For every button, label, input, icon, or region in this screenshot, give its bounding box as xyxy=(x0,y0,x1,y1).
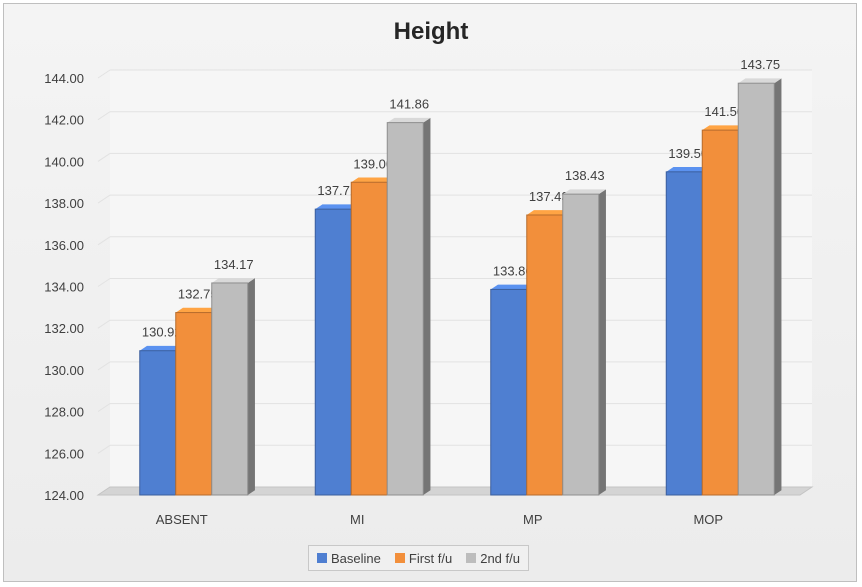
legend-label-baseline: Baseline xyxy=(331,550,381,566)
legend-label-first-fu: First f/u xyxy=(408,550,453,566)
bar-top-absent-baseline xyxy=(139,345,183,351)
gridline-depth-130-00 xyxy=(97,361,111,371)
gridline-depth-134-00 xyxy=(97,278,111,287)
bar-absent-baseline xyxy=(139,350,177,496)
data-label-mp-baseline: 133.86 xyxy=(493,263,533,278)
bar-absent-2nd-f-u xyxy=(211,282,249,496)
y-tick-label: 134.00 xyxy=(44,280,84,295)
chart-title: Height xyxy=(393,18,469,45)
y-tick-label: 124.00 xyxy=(44,488,84,503)
gridline-depth-138-00 xyxy=(97,194,111,204)
gridline-depth-136-00 xyxy=(97,236,111,246)
gridline-depth-132-00 xyxy=(97,319,111,329)
y-tick-label: 138.00 xyxy=(44,196,84,211)
bar-top-mp-baseline xyxy=(490,284,534,290)
legend-item-2nd-fu: 2nd f/u xyxy=(466,551,520,566)
bar-mp-2nd-f-u xyxy=(562,193,600,496)
data-label-mop-baseline: 139.50 xyxy=(668,146,708,161)
bar-mi-first-f-u xyxy=(350,181,388,496)
data-label-mi-2nd-f-u: 141.86 xyxy=(389,97,429,112)
bar-mi-2nd-f-u xyxy=(386,122,424,496)
y-tick-label: 132.00 xyxy=(44,321,84,336)
bar-top-mi-2nd-f-u xyxy=(387,117,431,123)
bar-mop-2nd-f-u xyxy=(737,82,775,496)
bar-mop-baseline xyxy=(665,171,703,496)
bar-mp-baseline xyxy=(490,288,528,496)
data-label-mi-baseline: 137.71 xyxy=(317,183,357,198)
legend-swatch-first-fu xyxy=(394,553,405,563)
bar-side-mi-2nd-f-u xyxy=(423,117,431,495)
y-tick-label: 130.00 xyxy=(44,363,84,378)
bar-top-mop-first-f-u xyxy=(702,125,746,131)
y-tick-label: 128.00 xyxy=(44,405,84,420)
legend-label-2nd-fu: 2nd f/u xyxy=(480,550,520,566)
data-label-mp-first-f-u: 137.43 xyxy=(529,189,569,204)
bar-absent-first-f-u xyxy=(175,312,213,496)
bar-side-absent-2nd-f-u xyxy=(247,278,255,495)
bar-top-absent-2nd-f-u xyxy=(211,278,255,283)
legend-item-baseline: Baseline xyxy=(317,551,381,566)
data-label-absent-2nd-f-u: 134.17 xyxy=(214,257,254,272)
bar-side-mp-2nd-f-u xyxy=(598,189,606,495)
bar-top-absent-first-f-u xyxy=(175,307,219,313)
y-tick-label: 142.00 xyxy=(44,113,84,128)
data-label-mop-first-f-u: 141.50 xyxy=(704,104,744,119)
y-tick-label: 144.00 xyxy=(44,71,84,86)
x-tick-label-absent: ABSENT xyxy=(156,512,208,527)
bar-top-mi-first-f-u xyxy=(351,177,395,183)
x-tick-label-mp: MP xyxy=(523,512,543,527)
bar-top-mop-baseline xyxy=(666,167,710,172)
bar-top-mp-first-f-u xyxy=(526,210,570,215)
bar-top-mp-2nd-f-u xyxy=(562,189,606,195)
bar-mi-baseline xyxy=(314,208,352,496)
bar-mop-first-f-u xyxy=(701,129,739,496)
data-label-mop-2nd-f-u: 143.75 xyxy=(740,57,780,72)
x-tick-label-mop: MOP xyxy=(693,512,723,527)
data-label-absent-baseline: 130.92 xyxy=(142,325,182,340)
data-label-absent-first-f-u: 132.75 xyxy=(178,287,218,302)
gridline-depth-142-00 xyxy=(97,111,111,121)
data-label-mp-2nd-f-u: 138.43 xyxy=(565,168,605,183)
gridline-depth-128-00 xyxy=(97,403,111,413)
y-tick-label: 136.00 xyxy=(44,238,84,253)
bar-top-mop-2nd-f-u xyxy=(738,78,782,84)
bar-top-mi-baseline xyxy=(315,204,359,210)
y-tick-label: 140.00 xyxy=(44,154,84,169)
bar-mp-first-f-u xyxy=(526,214,564,496)
legend-swatch-baseline xyxy=(317,553,327,563)
data-label-mi-first-f-u: 139.00 xyxy=(353,156,393,171)
y-tick-label: 126.00 xyxy=(44,446,84,461)
legend-swatch-2nd-fu xyxy=(466,553,477,563)
legend: Baseline First f/u 2nd f/u xyxy=(308,545,529,571)
legend-item-first-fu: First f/u xyxy=(394,550,453,566)
gridline-depth-140-00 xyxy=(97,152,111,162)
gridline-depth-144-00 xyxy=(97,69,111,79)
gridline-depth-126-00 xyxy=(97,444,111,454)
x-tick-label-mi: MI xyxy=(350,512,364,527)
bar-side-mop-2nd-f-u xyxy=(774,78,782,495)
